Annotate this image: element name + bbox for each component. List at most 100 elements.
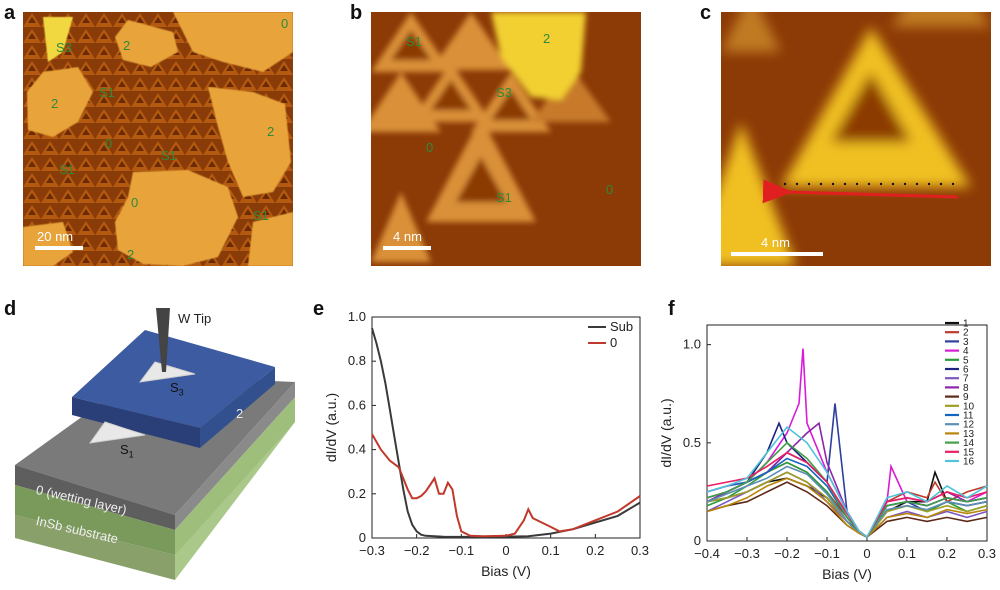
stm-image-a: 20 nm S3 2 0 2 S1 S1 0 S1 0 2 2 S1 — [23, 12, 293, 266]
layer-2-side — [200, 367, 275, 448]
y-tick-label: 0.8 — [348, 353, 366, 368]
x-tick-label: 0 — [502, 543, 509, 558]
panel-letter-a: a — [4, 2, 16, 24]
region-label-a: S3 — [56, 40, 72, 55]
s1-triangle — [88, 421, 146, 444]
panel-letter-c: c — [700, 2, 712, 24]
y-tick-label: 0.5 — [683, 435, 701, 450]
legend-label: 3 — [963, 337, 969, 348]
arrow-icon — [762, 179, 959, 204]
y-tick-label: 0.4 — [348, 442, 366, 457]
scale-label-c: 4 nm — [761, 235, 790, 250]
x-tick-label: 0.2 — [586, 543, 604, 558]
schematic-d: W Tip S3 2 S1 0 (wetting layer) InSb sub… — [10, 300, 305, 585]
legend-label: 16 — [963, 457, 975, 468]
legend-label: 12 — [963, 420, 975, 431]
x-tick-label: 0.3 — [631, 543, 649, 558]
region-label-a: 2 — [127, 247, 135, 262]
x-tick-label: −0.1 — [448, 543, 474, 558]
region-label-a: S1 — [253, 208, 269, 223]
series-line-12 — [706, 465, 988, 539]
chart-e-svg: −0.3 −0.2 −0.1 0 0.1 0.2 0.3 0 0.2 0.4 0.6 0.8 1.0 Bi… — [323, 309, 649, 579]
y-tick-label: 1.0 — [348, 309, 366, 324]
panel-letter-e: e — [313, 298, 325, 320]
s1-label: S1 — [120, 442, 134, 460]
x-tick-label: −0.2 — [404, 543, 430, 558]
series-line-14 — [706, 441, 988, 539]
region-label-a: 0 — [281, 16, 289, 31]
x-tick-label: −0.2 — [774, 546, 800, 561]
y-axis-label: dI/dV (a.u.) — [323, 393, 339, 462]
substrate-body-side — [175, 397, 295, 555]
x-tick-label: −0.3 — [359, 543, 385, 558]
w-tip-icon — [156, 308, 170, 372]
series-line-13 — [706, 477, 988, 539]
region-label-b: S1 — [496, 190, 512, 205]
legend-label: 8 — [963, 383, 969, 394]
substrate-body — [15, 485, 175, 555]
plot-frame — [371, 316, 641, 539]
region-label-a: S1 — [59, 162, 75, 177]
chart-f: −0.4 −0.3 −0.2 −0.1 0 0.1 0.2 0.3 0 0.5 1.0 Bias (V… — [658, 305, 1000, 585]
stm-image-b: 4 nm S1 2 S3 0 S1 0 — [371, 12, 641, 266]
y-axis-label: dI/dV (a.u.) — [658, 398, 674, 467]
panel-letter-b: b — [350, 2, 363, 24]
w-tip-label: W Tip — [178, 311, 212, 326]
legend-label: 14 — [963, 438, 975, 449]
s3-label: S3 — [170, 380, 184, 398]
legend-label: Sub — [610, 319, 633, 334]
wetting-layer-side — [175, 382, 295, 530]
legend-label: 10 — [963, 401, 975, 412]
series-line-Sub — [371, 327, 641, 538]
chart-e: −0.3 −0.2 −0.1 0 0.1 0.2 0.3 0 0.2 0.4 0.6 0.8 1.0 Bi… — [320, 305, 660, 585]
x-tick-label: −0.4 — [694, 546, 720, 561]
legend-label: 4 — [963, 346, 969, 357]
series-line-0 — [371, 433, 641, 538]
y-tick-label: 0 — [359, 530, 366, 545]
x-axis-label: Bias (V) — [481, 563, 531, 579]
x-tick-label: 0 — [863, 546, 870, 561]
scale-bar-b — [383, 246, 431, 250]
substrate-front — [15, 515, 175, 580]
legend-label: 1 — [963, 319, 969, 330]
y-tick-label: 1.0 — [683, 337, 701, 352]
y-tick-label: 0.6 — [348, 397, 366, 412]
region-label-b: 2 — [543, 31, 551, 46]
panel-letter-d: d — [4, 298, 17, 320]
x-tick-label: 0.1 — [542, 543, 560, 558]
scale-label-a: 20 nm — [37, 229, 74, 244]
layer-2-label: 2 — [236, 406, 244, 421]
region-label-b: 0 — [606, 182, 614, 197]
s3-triangle — [138, 361, 196, 383]
scale-bar-a — [35, 246, 83, 250]
legend-label: 7 — [963, 374, 969, 385]
legend-label: 0 — [610, 335, 617, 350]
region-label-b: S1 — [406, 34, 422, 49]
legend-label: 2 — [963, 328, 969, 339]
y-tick-label: 0 — [694, 533, 701, 548]
y-tick-label: 0.2 — [348, 486, 366, 501]
wetting-layer-front — [15, 465, 175, 530]
series-line-16 — [706, 425, 988, 539]
panel-letter-f: f — [668, 298, 675, 320]
scale-bar-c — [731, 252, 823, 256]
x-tick-label: 0.2 — [938, 546, 956, 561]
region-label-a: 2 — [267, 124, 275, 139]
x-tick-label: 0.3 — [978, 546, 996, 561]
legend-label: 5 — [963, 355, 969, 366]
region-label-a: 2 — [51, 96, 59, 111]
chart-f-svg: −0.4 −0.3 −0.2 −0.1 0 0.1 0.2 0.3 0 0.5 1.0 Bias (V… — [658, 319, 996, 583]
legend-label: 11 — [963, 411, 974, 422]
scale-label-b: 4 nm — [393, 229, 422, 244]
x-tick-label: −0.3 — [734, 546, 760, 561]
stm-image-c: 4 nm — [721, 12, 991, 266]
x-tick-label: 0.1 — [898, 546, 916, 561]
region-label-b: 0 — [426, 140, 434, 155]
legend-label: 13 — [963, 429, 975, 440]
region-label-a: 0 — [131, 195, 139, 210]
region-label-a: S1 — [161, 148, 177, 163]
layer-2-front — [72, 397, 200, 448]
region-label-a: 0 — [105, 136, 113, 151]
legend-label: 6 — [963, 365, 969, 376]
x-tick-label: −0.1 — [814, 546, 840, 561]
